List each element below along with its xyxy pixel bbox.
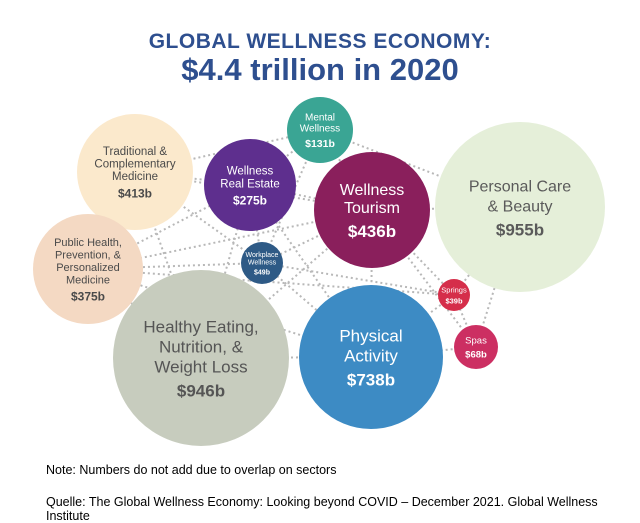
sector-circle [454,325,498,369]
sector-circle [287,97,353,163]
sector-value: $68b [465,349,487,360]
sector-bubble-spas: Spas $68b [454,325,498,369]
sector-circle [435,122,605,292]
sector-circle [438,279,470,311]
sector-circle [77,114,193,230]
sector-label-line: Medicine [66,274,110,286]
sector-label-line: Traditional & [103,146,167,158]
sector-label-line: Wellness [248,259,277,266]
connection-line-publichealth-workplace [87,262,263,270]
overlap-note: Note: Numbers do not add due to overlap … [46,463,337,477]
connection-line-tourism-spas [371,209,477,348]
sector-label-line: Complementary [94,159,175,171]
connection-line-mental-workplace [261,129,321,264]
connection-line-mental-personalcare [319,129,521,208]
sector-value: $413b [118,186,152,200]
sector-value: $131b [305,138,335,150]
sector-label-line: Real Estate [220,178,279,190]
sector-circle [314,152,430,268]
sector-label-line: Medicine [112,171,158,183]
sector-label-line: Wellness [300,124,340,135]
wellness-bubble-diagram: Traditional &ComplementaryMedicine$413bM… [33,97,605,446]
sector-circle [113,270,289,446]
sector-bubble-springs: Springs $39b [438,279,470,311]
sector-value: $436b [348,222,396,241]
sector-label-line: Wellness [227,165,274,177]
sector-bubble-healthyeating: Healthy Eating,Nutrition, &Weight Loss $9… [113,270,289,446]
source-note: Quelle: The Global Wellness Economy: Loo… [46,495,598,523]
sector-label-line: Mental [305,113,335,124]
sector-value: $375b [71,290,105,304]
sector-label-line: Prevention, & [55,249,122,261]
sector-value: $738b [347,370,395,389]
sector-label-line: Wellness [340,182,405,199]
sector-value: $275b [233,194,267,208]
sector-label-line: Workplace [246,252,279,259]
sector-bubble-publichealth: Public Health,Prevention, &PersonalizedM… [33,214,143,324]
sector-circle [299,285,443,429]
sector-value: $49b [254,270,270,277]
sector-value: $946b [177,381,225,400]
sector-label-line: Tourism [344,200,400,217]
sector-label-line: & Beauty [488,199,553,216]
sector-label-line: Weight Loss [154,358,247,377]
sector-label-line: Springs [441,285,467,294]
sector-circle [33,214,143,324]
sector-label-line: Nutrition, & [159,338,244,357]
page-subtitle: $4.4 trillion in 2020 [181,52,459,87]
sector-label-line: Physical [339,327,402,346]
page-title: GLOBAL WELLNESS ECONOMY: [148,30,492,53]
sector-value: $39b [445,296,463,305]
sector-bubble-personalcare: Personal Care & Beauty $955b [435,122,605,292]
sector-circle [241,242,283,284]
sector-bubbles: Traditional &ComplementaryMedicine$413bM… [33,97,605,446]
sector-label-line: Spas [465,336,487,347]
sector-label-line: Activity [344,347,398,366]
sector-label-line: Healthy Eating, [143,318,258,337]
sector-label-line: Personal Care [469,179,571,196]
sector-value: $955b [496,220,544,239]
sector-circle [204,139,296,231]
sector-label-line: Personalized [56,262,120,274]
sector-label-line: Public Health, [54,237,122,249]
